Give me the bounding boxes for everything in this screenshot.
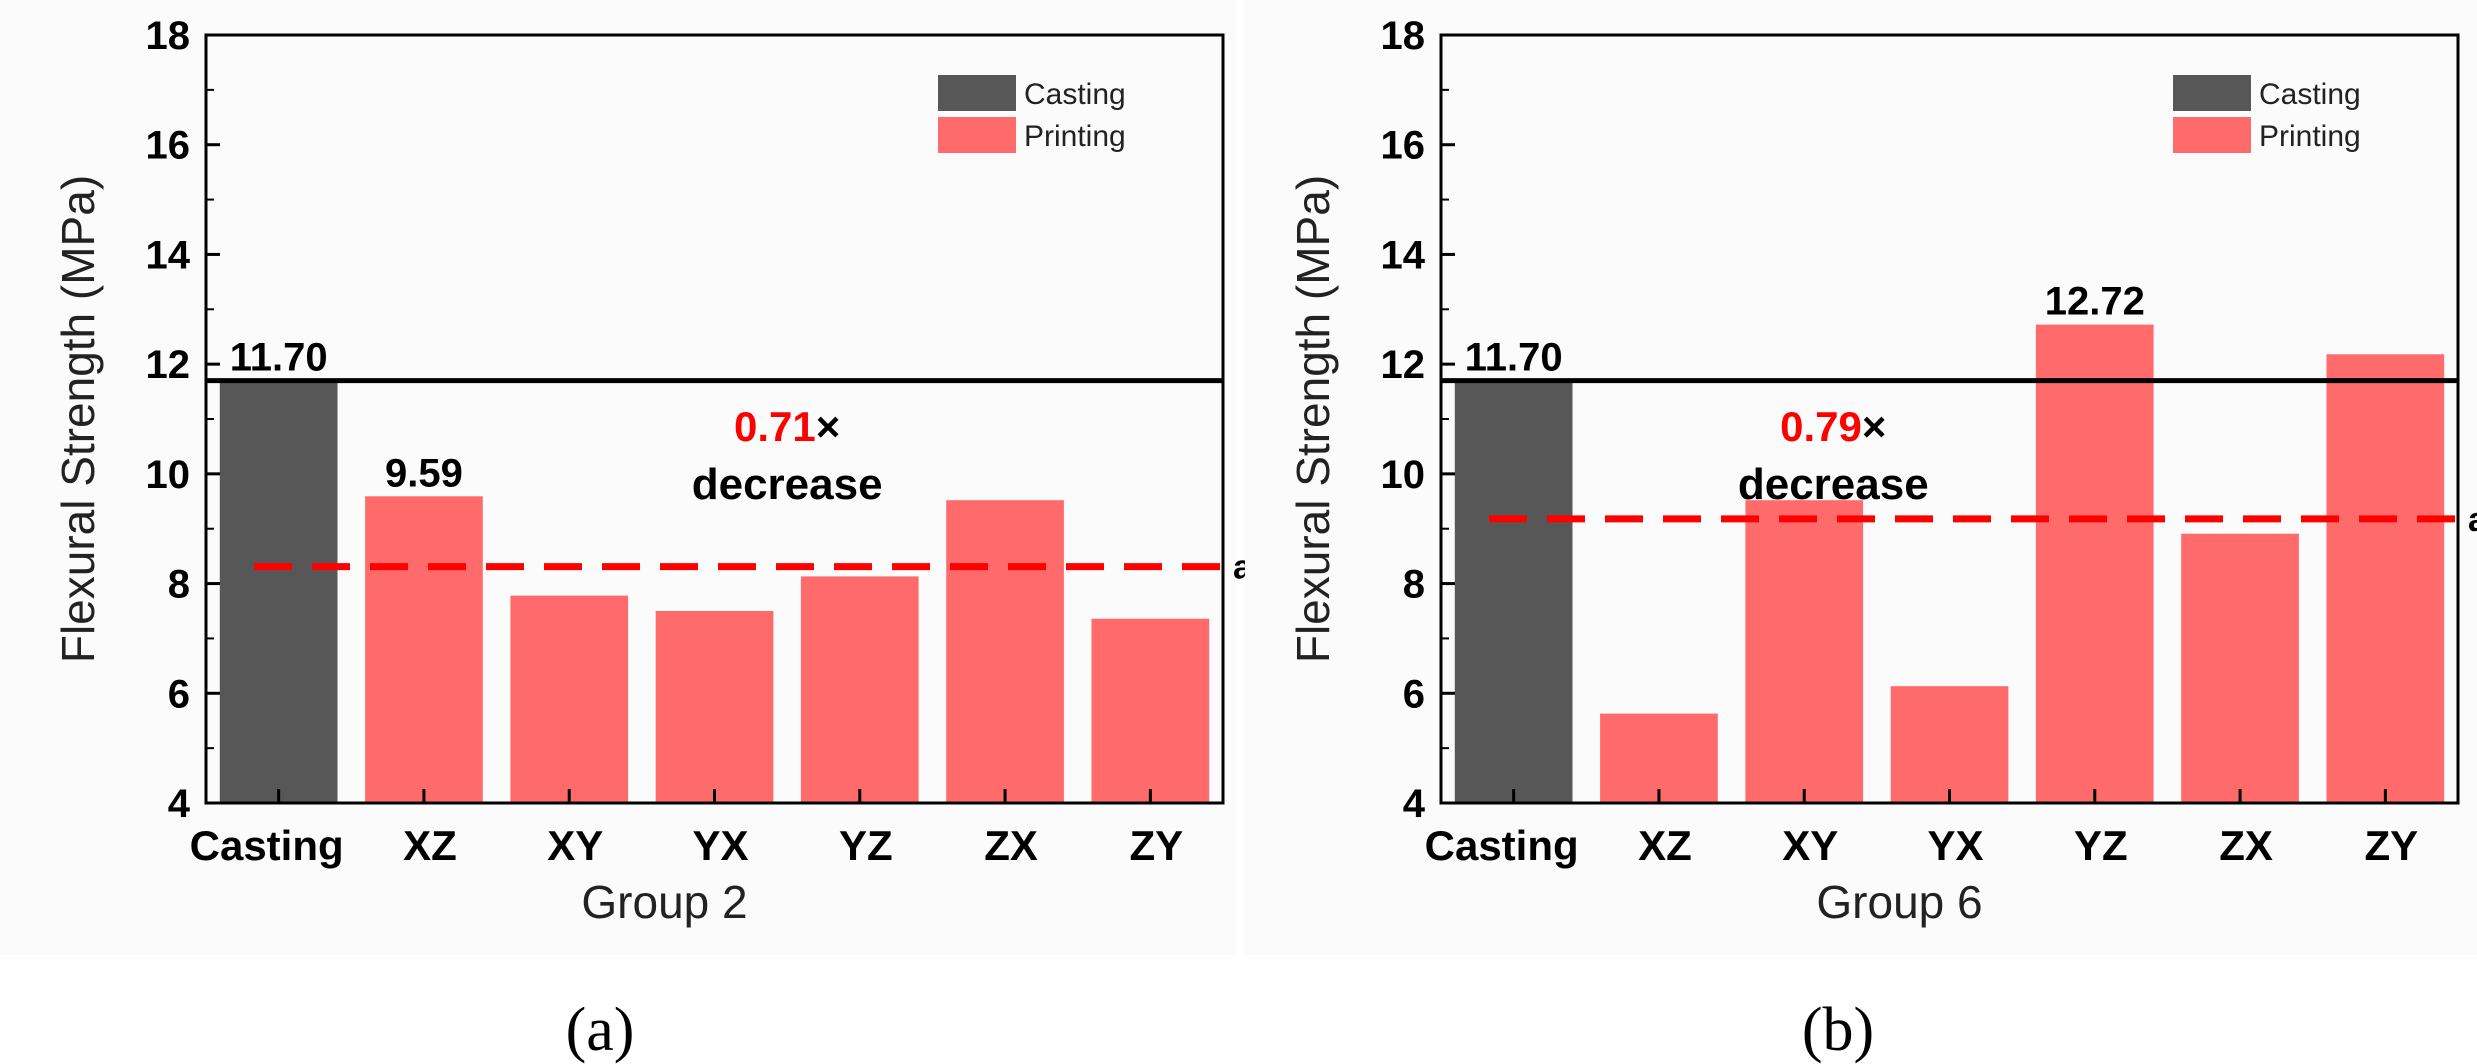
chart-panel-a: average4681012141618CastingXZXYYXYZZXZYF…	[52, 14, 1362, 1064]
x-tick-label-xz: XZ	[1638, 822, 1692, 869]
y-tick-label: 10	[146, 453, 191, 497]
times-sign: ×	[816, 403, 841, 450]
x-tick-label-zy: ZY	[2365, 822, 2419, 869]
y-axis-title: Flexural Strength (MPa)	[52, 175, 104, 663]
y-tick-label: 16	[146, 124, 191, 168]
legend-label-printing: Printing	[2259, 120, 2361, 153]
legend-swatch-printing	[2173, 117, 2251, 153]
x-tick-label-yz: YZ	[839, 822, 893, 869]
y-axis-title: Flexural Strength (MPa)	[1287, 175, 1339, 663]
decrease-word: decrease	[1738, 460, 1929, 509]
y-tick-label: 4	[168, 782, 191, 826]
legend-label-printing: Printing	[1024, 120, 1126, 153]
panel-caption: (a)	[566, 996, 635, 1064]
decrease-ratio-label: 0.71×	[734, 403, 840, 450]
y-tick-label: 12	[146, 343, 191, 387]
y-tick-label: 8	[168, 563, 190, 607]
x-tick-label-zx: ZX	[984, 822, 1038, 869]
decrease-word: decrease	[692, 460, 883, 509]
x-axis-title: Group 6	[1816, 876, 1982, 928]
bar-casting	[219, 380, 338, 803]
bar-casting	[1454, 380, 1573, 803]
bar-zy	[2326, 354, 2445, 803]
y-tick-label: 8	[1403, 563, 1425, 607]
y-tick-label: 18	[1381, 14, 1426, 58]
bar-yx	[655, 611, 774, 803]
x-tick-label-xz: XZ	[403, 822, 457, 869]
bar-yx	[1890, 686, 2009, 803]
legend-swatch-casting	[2173, 75, 2251, 111]
panel-caption: (b)	[1802, 996, 1874, 1064]
bar-xz	[365, 496, 483, 803]
x-tick-label-yx: YX	[692, 822, 748, 869]
y-tick-label: 12	[1381, 343, 1426, 387]
y-tick-label: 4	[1403, 782, 1426, 826]
x-tick-label-zy: ZY	[1130, 822, 1184, 869]
legend-swatch-casting	[938, 75, 1016, 111]
x-tick-label-xy: XY	[1782, 822, 1838, 869]
y-tick-label: 6	[1403, 672, 1425, 716]
decrease-ratio-value: 0.71	[734, 403, 816, 450]
y-tick-label: 16	[1381, 124, 1426, 168]
x-tick-label-yz: YZ	[2074, 822, 2128, 869]
chart-panel-b: average 4 6 8 10 12 14 16 18 Casting XZ XY YX YZ ZX ZY F…	[1245, 0, 2477, 1064]
times-sign: ×	[1862, 403, 1887, 450]
bar-value-label: 11.70	[1465, 336, 1563, 380]
bar-xy	[510, 595, 629, 803]
y-tick-label: 10	[1381, 453, 1426, 497]
average-label: average	[2468, 501, 2477, 539]
y-tick-label: 14	[1381, 233, 1426, 277]
x-tick-label-zx: ZX	[2219, 822, 2273, 869]
y-tick-label: 6	[168, 672, 190, 716]
x-tick-label-casting: Casting	[1425, 822, 1579, 869]
bar-zx	[2181, 533, 2299, 803]
bar-zy	[1091, 618, 1210, 803]
legend-label-casting: Casting	[1024, 78, 1126, 111]
bar-xz	[1600, 713, 1718, 803]
bar-value-label: 11.70	[230, 336, 328, 380]
y-tick-label: 14	[146, 233, 191, 277]
bar-yz	[2035, 324, 2154, 803]
bar-zx	[946, 500, 1064, 803]
x-tick-label-casting: Casting	[190, 822, 344, 869]
x-tick-label-xy: XY	[547, 822, 603, 869]
decrease-ratio-value: 0.79	[1780, 403, 1862, 450]
bar-xy	[1745, 500, 1864, 803]
decrease-ratio-label: 0.79×	[1780, 403, 1886, 450]
legend-swatch-printing	[938, 117, 1016, 153]
bar-value-label: 9.59	[385, 451, 463, 495]
legend-label-casting: Casting	[2259, 78, 2361, 111]
bar-value-label: 12.72	[2045, 280, 2145, 324]
y-tick-label: 18	[146, 14, 191, 58]
bar-yz	[800, 576, 919, 803]
x-axis-title: Group 2	[581, 876, 747, 928]
x-tick-label-yx: YX	[1927, 822, 1983, 869]
